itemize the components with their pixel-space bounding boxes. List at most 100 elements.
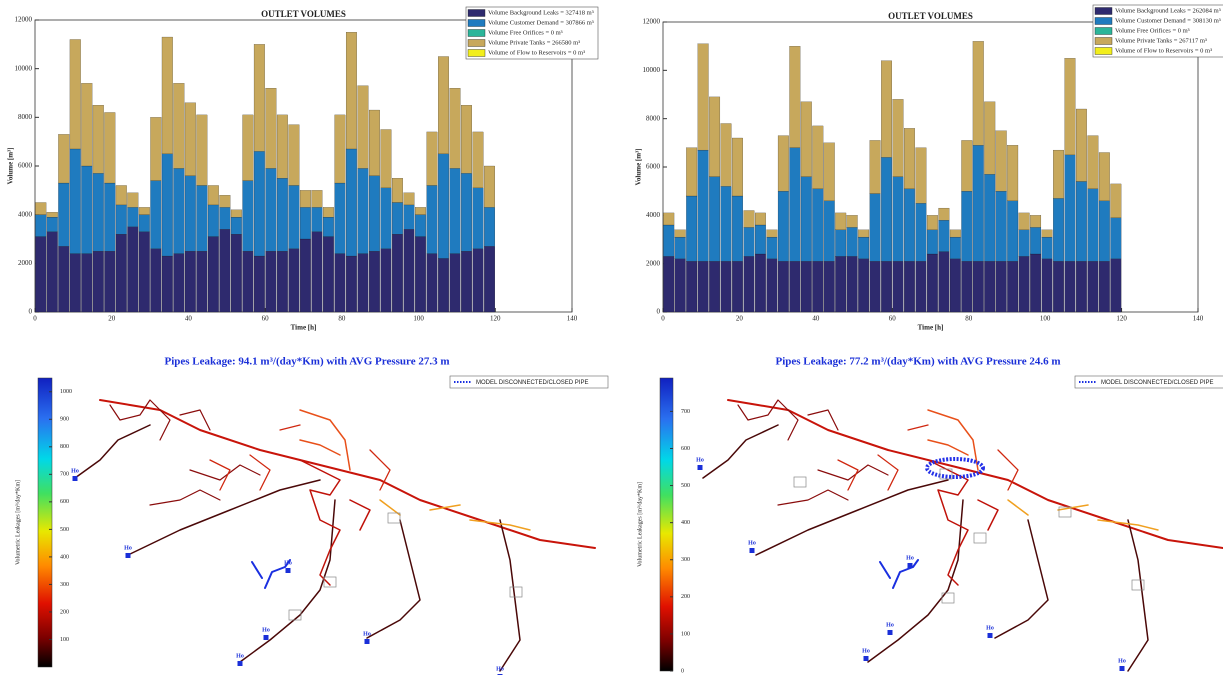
bar-segment <box>904 188 915 262</box>
bar-segment <box>196 114 208 186</box>
y-tick-label: 12000 <box>15 16 33 24</box>
source-label: Ho <box>71 468 79 474</box>
bar-segment <box>207 185 219 206</box>
legend-swatch <box>1094 7 1113 15</box>
bar-segment <box>357 168 369 254</box>
bar-segment <box>777 191 789 262</box>
map-legend-box <box>1074 375 1223 389</box>
bar-segment <box>265 88 277 169</box>
colorbar-label: Volumetric Leakages [m³/day*Km] <box>637 482 643 567</box>
source-node <box>907 563 913 568</box>
bar-segment <box>288 124 300 186</box>
bar-segment <box>311 231 323 313</box>
bar-segment <box>426 253 438 313</box>
bar-segment <box>438 258 449 313</box>
bar-segment <box>380 248 392 313</box>
legend-box <box>465 6 599 60</box>
bar-segment <box>242 114 254 181</box>
bar-segment <box>104 182 116 252</box>
legend-box <box>1092 4 1223 58</box>
bar-segment <box>415 214 426 237</box>
bar-segment <box>92 173 104 252</box>
bar-segment <box>415 236 426 313</box>
bar-segment <box>732 195 743 262</box>
bar-segment <box>892 99 904 177</box>
bar-segment <box>823 261 835 313</box>
bar-segment <box>686 147 698 197</box>
bar-segment <box>938 207 950 221</box>
map-title: Pipes Leakage: 77.2 m³/(day*Km) with AVG… <box>775 356 1060 368</box>
source-label: Ho <box>496 666 504 672</box>
bar-segment <box>115 185 127 206</box>
bar-segment <box>253 44 265 152</box>
x-tick-label: 80 <box>965 315 973 323</box>
x-tick-label: 100 <box>413 315 424 323</box>
bar-segment <box>800 101 812 177</box>
bar-segment <box>265 168 277 252</box>
bar-segment <box>299 190 311 208</box>
bar-segment <box>276 114 288 179</box>
legend-swatch <box>1094 37 1113 45</box>
legend-label: Volume Free Orifices = 0 m³ <box>488 29 563 36</box>
bar-segment <box>674 229 686 238</box>
bar-segment <box>311 207 323 232</box>
bar-segment <box>1064 154 1076 262</box>
source-node <box>887 630 893 635</box>
node-box <box>1131 579 1145 591</box>
bar-segment <box>697 261 709 313</box>
bar-segment <box>484 165 495 208</box>
bar-segment <box>869 140 881 194</box>
bar-segment <box>380 187 392 249</box>
bar-segment <box>438 153 449 259</box>
bar-segment <box>961 261 973 313</box>
node-box <box>793 476 807 488</box>
bar-segment <box>789 147 801 262</box>
bar-segment <box>334 182 346 254</box>
bar-segment <box>184 175 196 252</box>
y-tick-label: 2000 <box>646 259 661 267</box>
bar-segment <box>322 207 334 218</box>
legend-label: Volume Free Orifices = 0 m³ <box>1115 27 1190 34</box>
y-tick-label: 4000 <box>18 210 33 218</box>
bar-segment <box>777 261 789 313</box>
colorbar-tick-label: 0 <box>681 668 684 674</box>
bar-segment <box>972 41 984 146</box>
bar-segment <box>720 261 732 313</box>
bar-segment <box>846 215 858 228</box>
bar-segment <box>949 236 961 259</box>
bar-segment <box>161 36 173 154</box>
bar-segment <box>743 210 755 228</box>
bar-segment <box>403 204 415 230</box>
x-tick-label: 20 <box>736 315 744 323</box>
bar-segment <box>1007 200 1019 262</box>
bar-segment <box>984 101 996 175</box>
bar-segment <box>709 261 721 313</box>
source-node <box>72 476 78 481</box>
chart-title: OUTLET VOLUMES <box>261 9 346 19</box>
bar-segment <box>709 96 721 177</box>
legend-swatch <box>467 49 486 57</box>
legend-swatch <box>467 9 486 17</box>
bar-segment <box>46 231 58 313</box>
bar-segment <box>926 229 938 255</box>
x-tick-label: 60 <box>889 315 897 323</box>
bar-segment <box>92 251 104 313</box>
bar-segment <box>755 224 766 255</box>
colorbar <box>659 377 674 672</box>
bar-segment <box>35 214 47 237</box>
bar-segment <box>127 226 139 313</box>
bar-segment <box>219 229 231 313</box>
colorbar-tick-label: 300 <box>60 582 69 588</box>
bar-segment <box>161 153 173 257</box>
bar-segment <box>686 261 698 313</box>
bar-segment <box>1041 229 1053 238</box>
x-tick-label: 0 <box>33 315 37 323</box>
bar-segment <box>276 178 288 252</box>
bar-segment <box>720 186 732 262</box>
bar-segment <box>92 105 104 174</box>
bar-segment <box>904 128 915 189</box>
bar-segment <box>1087 135 1099 189</box>
bar-segment <box>1087 261 1099 313</box>
y-tick-label: 2000 <box>18 259 33 267</box>
